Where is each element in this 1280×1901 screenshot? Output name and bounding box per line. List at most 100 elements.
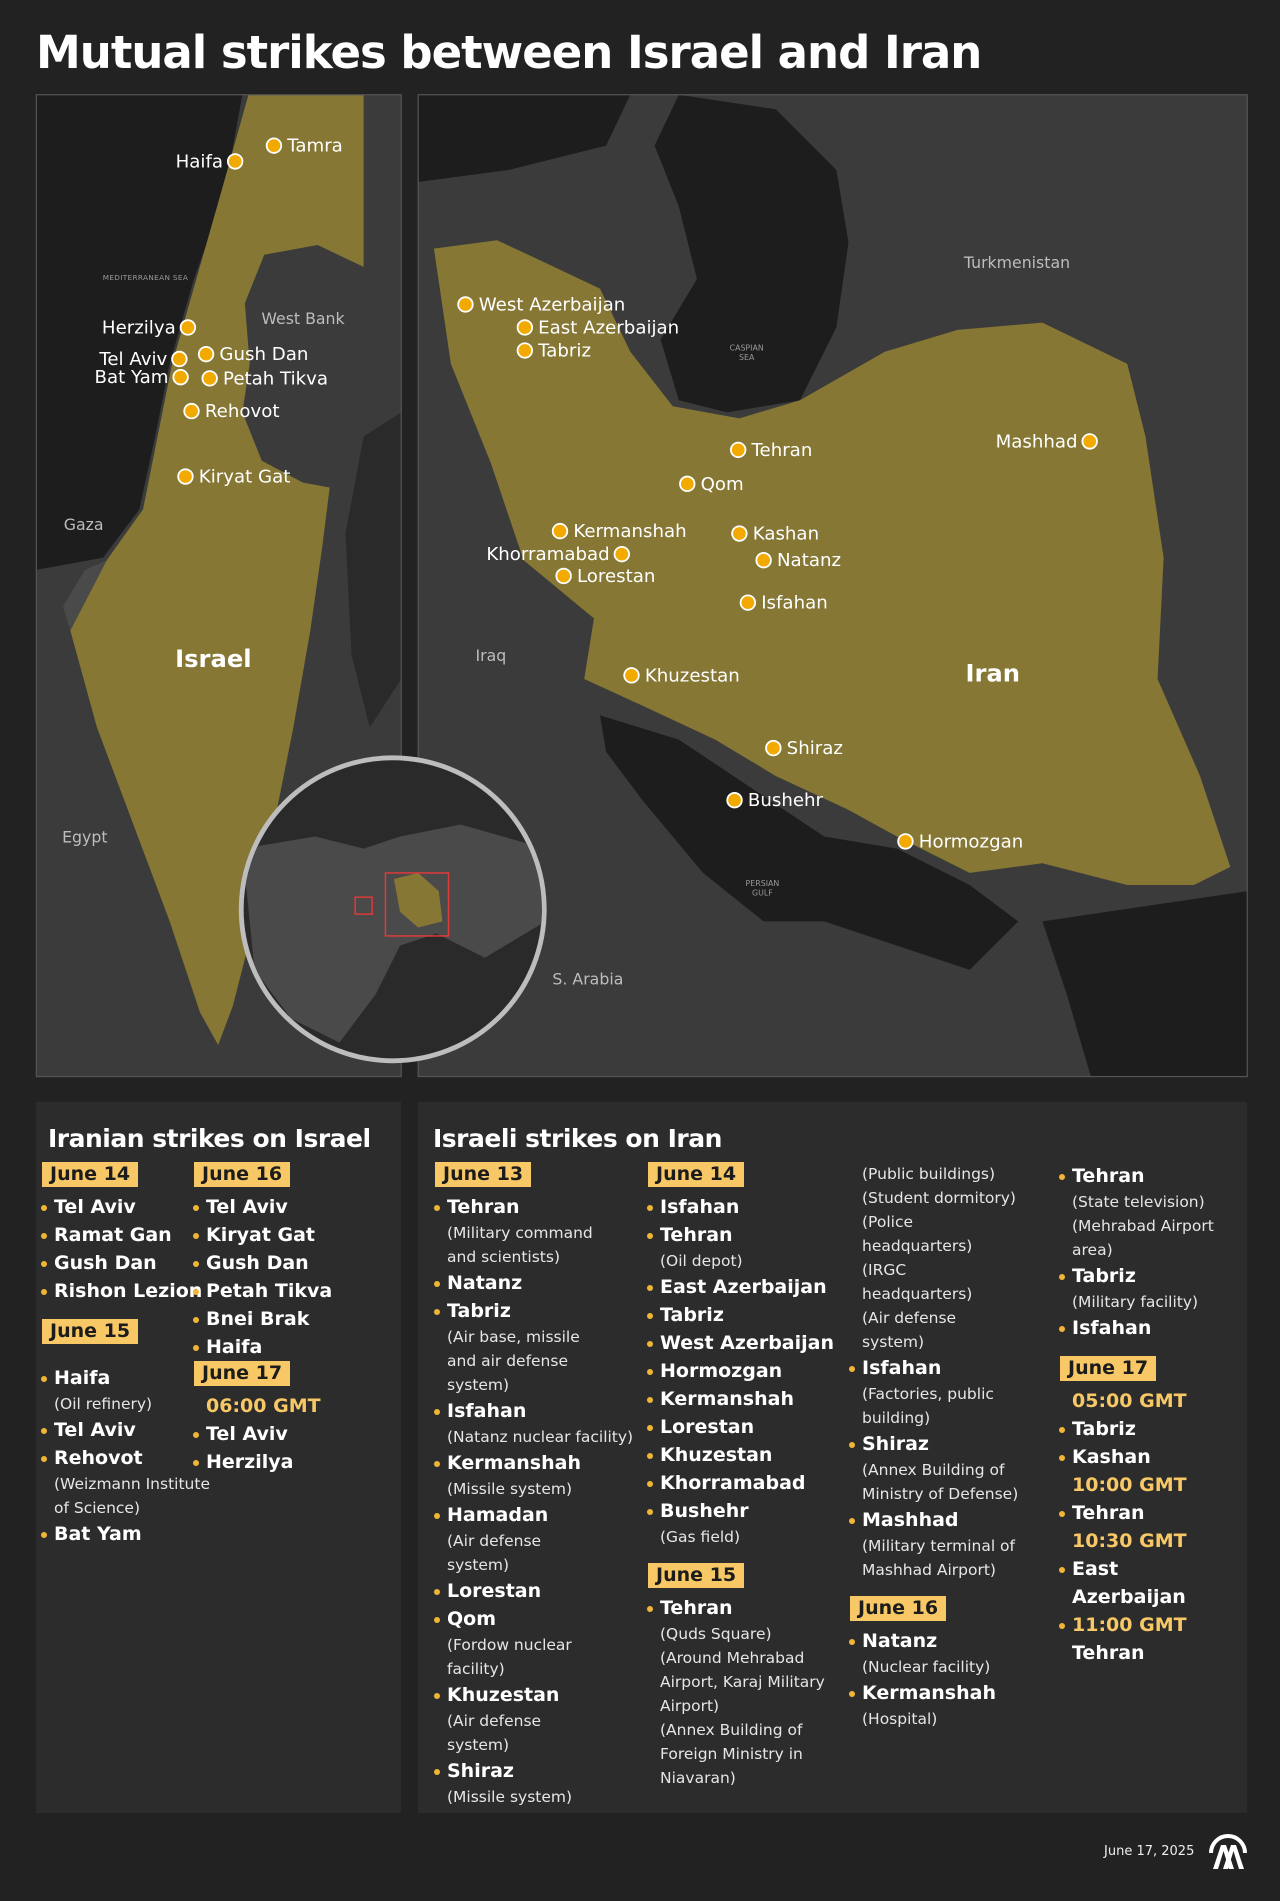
time-label: 10:00 GMT xyxy=(1072,1474,1187,1496)
strike-marker-icon xyxy=(739,594,757,611)
date-badge: June 14 xyxy=(648,1162,745,1187)
marker-label: Kermanshah xyxy=(573,521,686,542)
strike-marker-icon xyxy=(172,368,189,386)
region-label-gaza: Gaza xyxy=(64,515,104,534)
marker-label: Tehran xyxy=(751,440,813,461)
marker-label: Bushehr xyxy=(748,790,824,811)
marker-label: Petah Tikva xyxy=(223,368,328,389)
iranian-strikes-panel: Iranian strikes on Israel June 14 Tel Avi… xyxy=(36,1102,401,1813)
marker-label: Rehovot xyxy=(205,401,280,422)
strike-location: Khuzestan xyxy=(646,1441,834,1469)
mediterranean-sea xyxy=(36,94,243,570)
time-label: 10:30 GMT xyxy=(1072,1530,1187,1552)
target-note: (Air base, missile and air defense syste… xyxy=(447,1328,580,1394)
target-note: (Air defense system) xyxy=(447,1532,542,1574)
spacer xyxy=(646,1549,834,1563)
date-badge-row: June 14 xyxy=(646,1162,834,1193)
date-badge: June 15 xyxy=(648,1563,745,1588)
dead-sea-area xyxy=(345,412,402,728)
date-badge-row: June 16 xyxy=(192,1162,332,1193)
marker-label: Tabriz xyxy=(537,341,591,362)
publication-date: June 17, 2025 xyxy=(1104,1844,1195,1859)
strike-location: Tabriz xyxy=(646,1301,834,1329)
marker-label: Tel Aviv xyxy=(98,349,167,370)
region-label-west-bank: West Bank xyxy=(261,309,345,328)
strike-location: 11:00 GMT xyxy=(1058,1611,1214,1639)
marker-label: Haifa xyxy=(176,151,223,172)
strike-location: Mashhad xyxy=(848,1506,1018,1534)
strike-location: Azerbaijan xyxy=(1072,1586,1186,1608)
strike-location: Kermanshah xyxy=(433,1449,633,1477)
marker-label: Khorramabad xyxy=(486,544,609,565)
strike-location: Isfahan xyxy=(1058,1314,1214,1342)
time-label: 06:00 GMT xyxy=(206,1395,321,1417)
strike-location: Gush Dan xyxy=(192,1249,332,1277)
strike-marker-icon xyxy=(1081,433,1098,450)
strike-location: Natanz xyxy=(433,1269,633,1297)
marker-label: Gush Dan xyxy=(219,344,308,365)
strike-location: Haifa xyxy=(192,1333,332,1361)
marker-label: Khuzestan xyxy=(645,665,740,686)
date-badge-row: June 17 xyxy=(1058,1356,1214,1387)
spacer xyxy=(40,1305,210,1319)
date-badge-row: June 14 xyxy=(40,1162,210,1193)
date-badge-row: June 17 xyxy=(192,1361,332,1392)
date-badge: June 15 xyxy=(42,1319,139,1344)
spacer xyxy=(848,1582,1018,1596)
date-badge: June 17 xyxy=(194,1361,291,1386)
strike-marker-icon xyxy=(183,402,200,420)
strike-marker-icon xyxy=(731,525,748,542)
strike-marker-icon xyxy=(516,342,534,359)
sea-label: MEDITERRANEAN SEA xyxy=(103,273,188,282)
strike-marker-icon xyxy=(516,319,534,336)
target-note: (Military command and scientists) xyxy=(447,1224,593,1266)
strike-location: Isfahan xyxy=(848,1354,1018,1382)
strike-location: Kermanshah xyxy=(646,1385,834,1413)
strike-location: Isfahan xyxy=(646,1193,834,1221)
target-note: (Military facility) xyxy=(1072,1293,1199,1311)
strike-marker-icon xyxy=(226,153,244,170)
strike-marker-icon xyxy=(613,545,630,563)
target-note: (Oil depot) xyxy=(660,1252,743,1270)
marker-label: East Azerbaijan xyxy=(538,318,679,339)
strike-location: Kashan xyxy=(1058,1443,1214,1471)
country-label-iran: Iran xyxy=(965,658,1020,687)
strike-marker-icon xyxy=(679,475,696,493)
date-badge: June 16 xyxy=(194,1162,291,1187)
strike-location: Rishon Lezion xyxy=(40,1277,210,1305)
strike-location: Ramat Gan xyxy=(40,1221,210,1249)
strike-marker-icon xyxy=(555,567,572,585)
marker-label: Kiryat Gat xyxy=(199,467,291,488)
strike-marker-icon xyxy=(897,833,914,850)
strike-marker-icon xyxy=(551,522,569,540)
strike-marker-icon xyxy=(755,552,772,569)
target-note: (Natanz nuclear facility) xyxy=(447,1428,634,1446)
target-note: (Gas field) xyxy=(660,1528,741,1546)
strike-column: June 14 Tel Aviv Ramat Gan Gush Dan Rishon L… xyxy=(40,1162,210,1548)
strike-location: Lorestan xyxy=(433,1577,633,1605)
marker-label: Isfahan xyxy=(761,593,828,614)
strike-location: Khorramabad xyxy=(646,1469,834,1497)
date-badge: June 13 xyxy=(435,1162,532,1187)
israel-map xyxy=(36,94,402,1077)
target-note: (Weizmann Institute of Science) xyxy=(54,1475,210,1517)
page-title: Mutual strikes between Israel and Iran xyxy=(36,26,982,79)
strike-location: Khuzestan xyxy=(433,1681,633,1709)
strike-location: Shiraz xyxy=(433,1757,633,1785)
strike-location: Natanz xyxy=(848,1627,1018,1655)
strike-marker-icon xyxy=(726,792,743,809)
date-badge-row: June 16 xyxy=(848,1596,1018,1627)
strike-location: Haifa xyxy=(40,1364,210,1392)
region-label-saudi-arabia: S. Arabia xyxy=(552,969,623,988)
anadolu-agency-logo xyxy=(1209,1834,1247,1869)
strike-location: Herzilya xyxy=(192,1448,332,1476)
strike-location: West Azerbaijan xyxy=(646,1329,834,1357)
strike-marker-icon xyxy=(171,350,188,368)
iran-map xyxy=(418,94,1248,1077)
marker-label: Qom xyxy=(701,474,744,495)
strike-location: Bat Yam xyxy=(40,1520,210,1548)
sea-label-persian-gulf: PERSIAN GULF xyxy=(746,879,780,897)
strike-marker-icon xyxy=(197,345,215,363)
sea-label-caspian: CASPIAN SEA xyxy=(730,344,764,362)
strike-location: Kiryat Gat xyxy=(192,1221,332,1249)
